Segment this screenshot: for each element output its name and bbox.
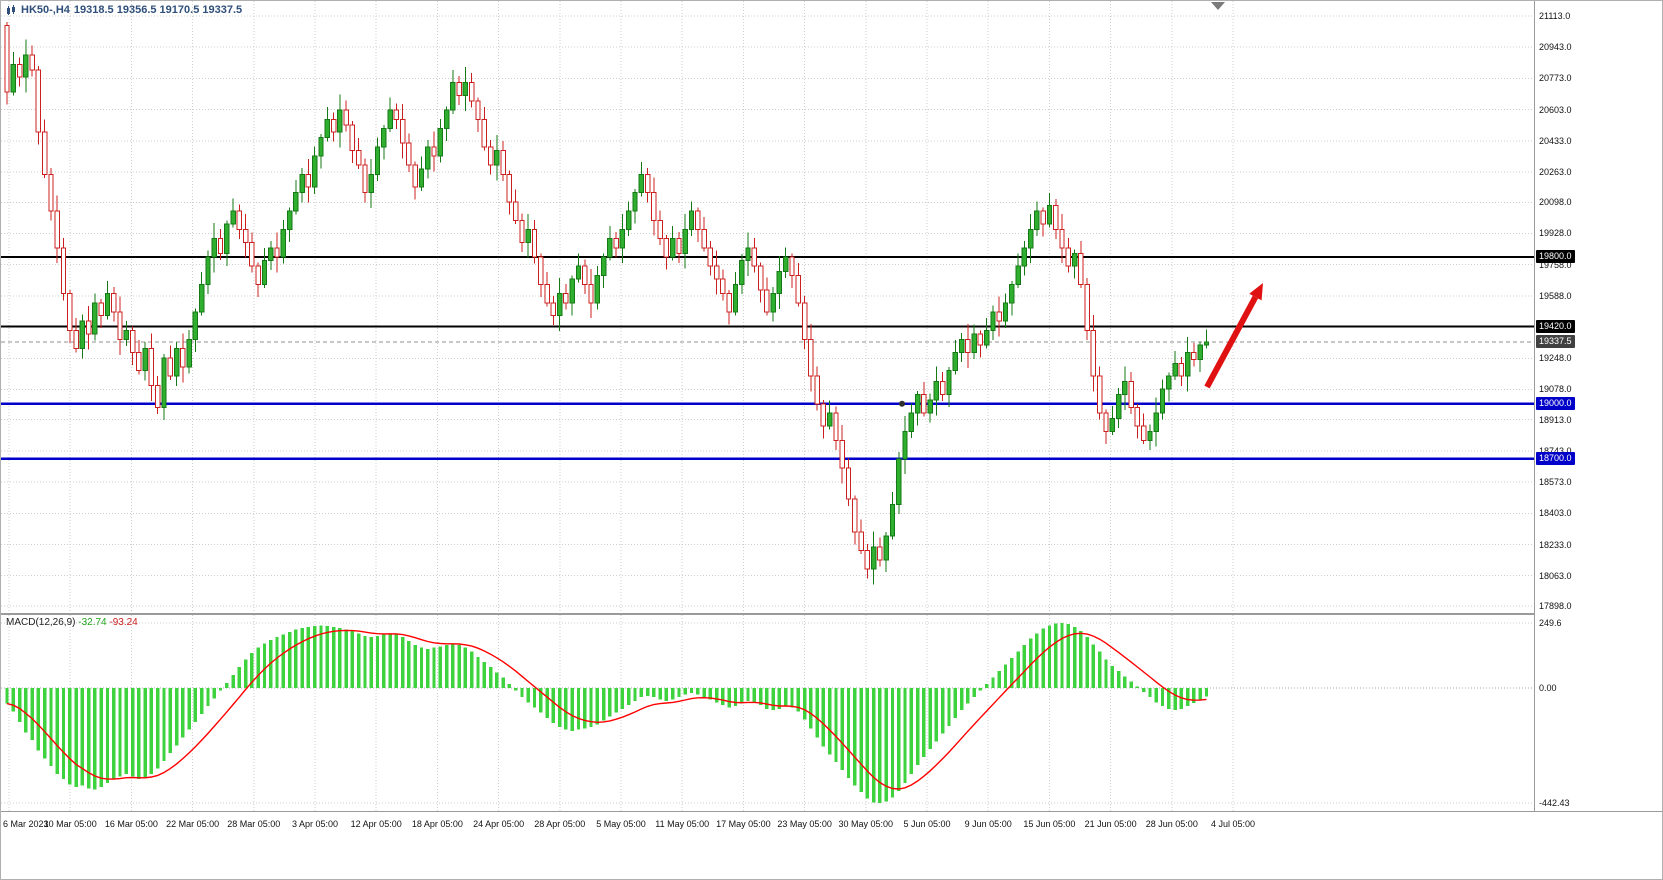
time-grid [8, 1, 1234, 613]
price-tick-label: 19248.0 [1539, 353, 1572, 364]
time-axis-label: 28 Mar 05:00 [227, 819, 281, 829]
time-axis-label: 18 Apr 05:00 [411, 819, 463, 829]
indicator-caption: MACD(12,26,9) -32.74 -93.24 [6, 617, 138, 628]
price-tick-label: 20603.0 [1539, 104, 1572, 115]
price-tick-label: 20098.0 [1539, 197, 1572, 208]
time-axis-label: 17 May 05:00 [716, 819, 771, 829]
time-axis[interactable]: 6 Mar 2023 10 Mar 05:00 16 Mar 05:00 22 Mar… [1, 811, 1662, 879]
price-grid [1, 15, 1534, 607]
hline-price-badge: 19000.0 [1536, 396, 1575, 410]
macd-histogram [5, 622, 1209, 804]
hline-price-badge: 19420.0 [1536, 319, 1575, 333]
macd-signal-line [6, 629, 1207, 790]
time-axis-label: 15 Jun 05:00 [1023, 819, 1076, 829]
price-tick-label: 18403.0 [1539, 508, 1572, 519]
price-tick-label: 18573.0 [1539, 477, 1572, 488]
hline-price-badge: 18700.0 [1536, 451, 1575, 465]
macd-value: -32.74 [78, 617, 107, 628]
time-axis-label: 21 Jun 05:00 [1084, 819, 1137, 829]
price-tick-label: 19928.0 [1539, 228, 1572, 239]
time-axis-label: 4 Jul 05:00 [1210, 819, 1256, 829]
price-tick-label: 18233.0 [1539, 539, 1572, 550]
macd-tick-label: 249.6 [1539, 618, 1562, 628]
time-axis-label: 28 Apr 05:00 [534, 819, 586, 829]
time-axis-label: 9 Jun 05:00 [964, 819, 1012, 829]
price-tick-label: 17898.0 [1539, 601, 1572, 611]
time-axis-label: 6 Mar 2023 [3, 819, 49, 829]
price-tick-label: 20773.0 [1539, 73, 1572, 84]
time-axis-label: 23 May 05:00 [777, 819, 832, 829]
price-tick-label: 20433.0 [1539, 135, 1572, 146]
time-axis-label: 16 Mar 05:00 [104, 819, 158, 829]
symbol-period-label: HK50-,H4 [21, 4, 70, 16]
time-axis-label: 22 Mar 05:00 [166, 819, 220, 829]
time-axis-label: 24 Apr 05:00 [473, 819, 525, 829]
indicator-label: MACD(12,26,9) [6, 617, 76, 628]
price-tick-label: 18743.0 [1539, 445, 1572, 456]
price-chart-pane[interactable]: HK50-,H4 19318.5 19356.5 19170.5 19337.5 [1, 1, 1534, 613]
price-tick-label: 21113.0 [1539, 11, 1571, 21]
pane-separator[interactable] [1, 613, 1534, 615]
price-tick-label: 19588.0 [1539, 290, 1572, 301]
macd-tick-label: 0.00 [1539, 683, 1557, 693]
macd-pane[interactable]: MACD(12,26,9) -32.74 -93.24 [1, 615, 1534, 811]
candlestick-chart-icon [7, 4, 15, 15]
price-tick-label: 20263.0 [1539, 166, 1572, 177]
price-tick-label: 18063.0 [1539, 570, 1572, 581]
time-axis-label: 5 May 05:00 [596, 819, 646, 829]
macd-canvas[interactable] [1, 615, 1534, 811]
time-axis-label: 30 May 05:00 [838, 819, 894, 829]
macd-tick-label: -442.43 [1539, 798, 1570, 809]
signal-value: -93.24 [109, 617, 138, 628]
current-price-badge: 19337.5 [1536, 334, 1575, 348]
trend-arrow[interactable] [1204, 283, 1263, 389]
price-tick-label: 19758.0 [1539, 259, 1572, 270]
time-axis-label: 11 May 05:00 [655, 819, 710, 829]
time-axis-label: 28 Jun 05:00 [1145, 819, 1198, 829]
price-axis[interactable]: 21113.0 20943.0 20773.0 20603.0 20433.0 20263… [1534, 1, 1662, 811]
time-axis-label: 5 Jun 05:00 [903, 819, 951, 829]
hline-anchor-dot[interactable] [899, 400, 905, 407]
price-tick-label: 20943.0 [1539, 42, 1572, 53]
chart-shift-marker-icon [1211, 2, 1225, 10]
candlestick-series [4, 22, 1210, 585]
price-tick-label: 18913.0 [1539, 414, 1572, 425]
time-axis-label: 12 Apr 05:00 [350, 819, 402, 829]
hline-price-badge: 19800.0 [1536, 249, 1575, 263]
ohlc-values: 19318.5 19356.5 19170.5 19337.5 [73, 4, 243, 16]
price-tick-label: 19078.0 [1539, 384, 1572, 395]
time-axis-label: 3 Apr 05:00 [291, 819, 339, 829]
price-chart-canvas[interactable] [1, 1, 1534, 613]
time-axis-label: 10 Mar 05:00 [43, 819, 97, 829]
chart-title: HK50-,H4 19318.5 19356.5 19170.5 19337.5 [6, 4, 242, 16]
